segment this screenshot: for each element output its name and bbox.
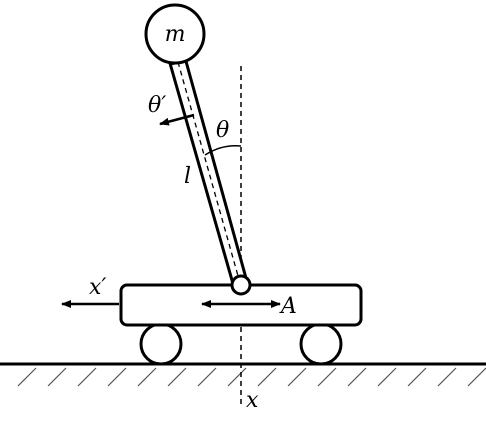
angular-velocity-label: θ′ [148,93,166,118]
mass-bob [144,3,206,65]
mass-label: m [165,22,186,47]
ground [0,362,486,387]
pivot-joint [230,274,252,296]
right-wheel [299,322,343,366]
position-label: x [246,388,259,413]
length-label: l [184,164,191,189]
cart-velocity-label: x′ [89,275,106,300]
angle-label: θ [216,118,229,143]
actuator-label: A [279,294,297,319]
left-wheel [139,322,183,366]
angular-velocity-arrow [159,113,195,126]
angle-arc [204,144,242,156]
pole [168,58,249,287]
